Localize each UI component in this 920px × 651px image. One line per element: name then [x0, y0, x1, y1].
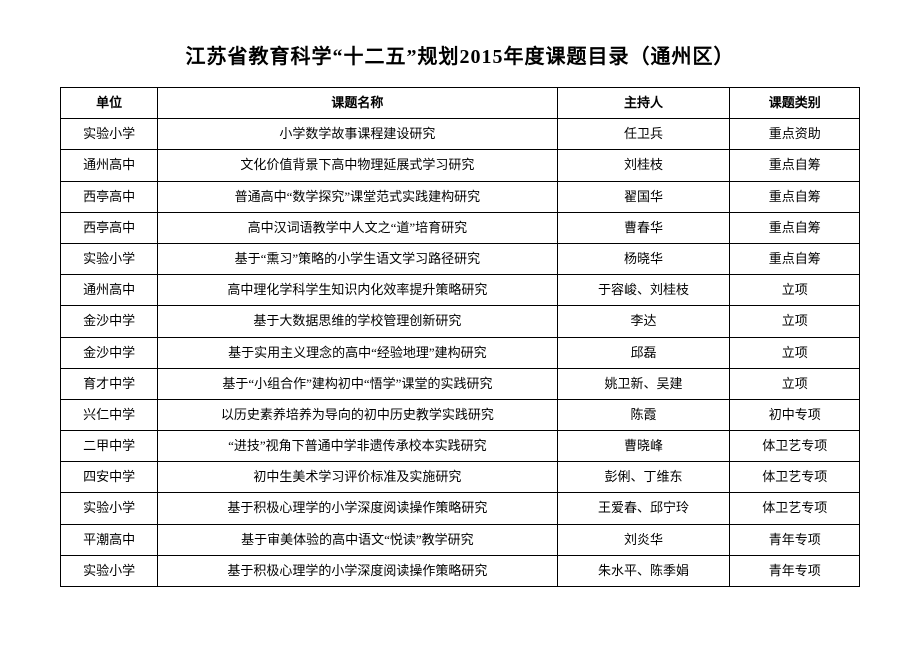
cell-topic: “进技”视角下普通中学非遗传承校本实践研究 [158, 431, 557, 462]
cell-category: 重点资助 [730, 119, 860, 150]
cell-host: 翟国华 [557, 181, 730, 212]
cell-category: 体卫艺专项 [730, 462, 860, 493]
table-row: 通州高中文化价值背景下高中物理延展式学习研究刘桂枝重点自筹 [61, 150, 860, 181]
cell-category: 立项 [730, 306, 860, 337]
cell-category: 体卫艺专项 [730, 431, 860, 462]
cell-unit: 金沙中学 [61, 306, 158, 337]
cell-host: 邱磊 [557, 337, 730, 368]
table-row: 金沙中学基于实用主义理念的高中“经验地理”建构研究邱磊立项 [61, 337, 860, 368]
table-row: 通州高中高中理化学科学生知识内化效率提升策略研究于容峻、刘桂枝立项 [61, 275, 860, 306]
table-header-row: 单位 课题名称 主持人 课题类别 [61, 88, 860, 119]
cell-unit: 实验小学 [61, 243, 158, 274]
table-body: 实验小学小学数学故事课程建设研究任卫兵重点资助通州高中文化价值背景下高中物理延展… [61, 119, 860, 587]
cell-topic: 基于大数据思维的学校管理创新研究 [158, 306, 557, 337]
cell-unit: 通州高中 [61, 275, 158, 306]
cell-unit: 育才中学 [61, 368, 158, 399]
cell-topic: 以历史素养培养为导向的初中历史教学实践研究 [158, 399, 557, 430]
cell-unit: 实验小学 [61, 555, 158, 586]
cell-host: 于容峻、刘桂枝 [557, 275, 730, 306]
cell-host: 王爱春、邱宁玲 [557, 493, 730, 524]
cell-host: 彭俐、丁维东 [557, 462, 730, 493]
cell-host: 姚卫新、吴建 [557, 368, 730, 399]
header-host: 主持人 [557, 88, 730, 119]
cell-topic: 基于“熏习”策略的小学生语文学习路径研究 [158, 243, 557, 274]
cell-category: 立项 [730, 368, 860, 399]
table-row: 四安中学初中生美术学习评价标准及实施研究彭俐、丁维东体卫艺专项 [61, 462, 860, 493]
cell-host: 李达 [557, 306, 730, 337]
cell-category: 重点自筹 [730, 181, 860, 212]
cell-unit: 实验小学 [61, 493, 158, 524]
cell-topic: 普通高中“数学探究”课堂范式实践建构研究 [158, 181, 557, 212]
table-row: 平潮高中基于审美体验的高中语文“悦读”教学研究刘炎华青年专项 [61, 524, 860, 555]
cell-category: 体卫艺专项 [730, 493, 860, 524]
cell-category: 重点自筹 [730, 243, 860, 274]
page-title: 江苏省教育科学“十二五”规划2015年度课题目录（通州区） [60, 40, 860, 69]
cell-unit: 金沙中学 [61, 337, 158, 368]
cell-host: 任卫兵 [557, 119, 730, 150]
cell-host: 刘炎华 [557, 524, 730, 555]
table-row: 金沙中学基于大数据思维的学校管理创新研究李达立项 [61, 306, 860, 337]
cell-topic: 基于实用主义理念的高中“经验地理”建构研究 [158, 337, 557, 368]
cell-topic: 基于积极心理学的小学深度阅读操作策略研究 [158, 493, 557, 524]
cell-category: 青年专项 [730, 555, 860, 586]
cell-topic: 基于积极心理学的小学深度阅读操作策略研究 [158, 555, 557, 586]
cell-host: 曹晓峰 [557, 431, 730, 462]
cell-unit: 西亭高中 [61, 212, 158, 243]
table-row: 兴仁中学以历史素养培养为导向的初中历史教学实践研究陈霞初中专项 [61, 399, 860, 430]
header-topic: 课题名称 [158, 88, 557, 119]
cell-category: 青年专项 [730, 524, 860, 555]
cell-unit: 二甲中学 [61, 431, 158, 462]
table-row: 育才中学基于“小组合作”建构初中“悟学”课堂的实践研究姚卫新、吴建立项 [61, 368, 860, 399]
cell-topic: 文化价值背景下高中物理延展式学习研究 [158, 150, 557, 181]
cell-topic: 高中理化学科学生知识内化效率提升策略研究 [158, 275, 557, 306]
cell-unit: 通州高中 [61, 150, 158, 181]
cell-topic: 初中生美术学习评价标准及实施研究 [158, 462, 557, 493]
cell-host: 陈霞 [557, 399, 730, 430]
cell-topic: 高中汉词语教学中人文之“道”培育研究 [158, 212, 557, 243]
header-category: 课题类别 [730, 88, 860, 119]
table-row: 实验小学基于“熏习”策略的小学生语文学习路径研究杨晓华重点自筹 [61, 243, 860, 274]
cell-host: 朱水平、陈季娟 [557, 555, 730, 586]
cell-category: 立项 [730, 337, 860, 368]
cell-unit: 实验小学 [61, 119, 158, 150]
cell-host: 曹春华 [557, 212, 730, 243]
cell-unit: 四安中学 [61, 462, 158, 493]
table-row: 二甲中学“进技”视角下普通中学非遗传承校本实践研究曹晓峰体卫艺专项 [61, 431, 860, 462]
cell-category: 重点自筹 [730, 212, 860, 243]
header-unit: 单位 [61, 88, 158, 119]
cell-category: 重点自筹 [730, 150, 860, 181]
table-row: 西亭高中普通高中“数学探究”课堂范式实践建构研究翟国华重点自筹 [61, 181, 860, 212]
cell-topic: 基于“小组合作”建构初中“悟学”课堂的实践研究 [158, 368, 557, 399]
cell-unit: 平潮高中 [61, 524, 158, 555]
document-page: 江苏省教育科学“十二五”规划2015年度课题目录（通州区） 单位 课题名称 主持… [0, 0, 920, 587]
cell-unit: 兴仁中学 [61, 399, 158, 430]
cell-category: 初中专项 [730, 399, 860, 430]
cell-host: 刘桂枝 [557, 150, 730, 181]
table-row: 实验小学基于积极心理学的小学深度阅读操作策略研究王爱春、邱宁玲体卫艺专项 [61, 493, 860, 524]
table-row: 实验小学基于积极心理学的小学深度阅读操作策略研究朱水平、陈季娟青年专项 [61, 555, 860, 586]
cell-host: 杨晓华 [557, 243, 730, 274]
cell-topic: 基于审美体验的高中语文“悦读”教学研究 [158, 524, 557, 555]
table-row: 西亭高中高中汉词语教学中人文之“道”培育研究曹春华重点自筹 [61, 212, 860, 243]
cell-topic: 小学数学故事课程建设研究 [158, 119, 557, 150]
cell-category: 立项 [730, 275, 860, 306]
topics-table: 单位 课题名称 主持人 课题类别 实验小学小学数学故事课程建设研究任卫兵重点资助… [60, 87, 860, 587]
table-row: 实验小学小学数学故事课程建设研究任卫兵重点资助 [61, 119, 860, 150]
cell-unit: 西亭高中 [61, 181, 158, 212]
